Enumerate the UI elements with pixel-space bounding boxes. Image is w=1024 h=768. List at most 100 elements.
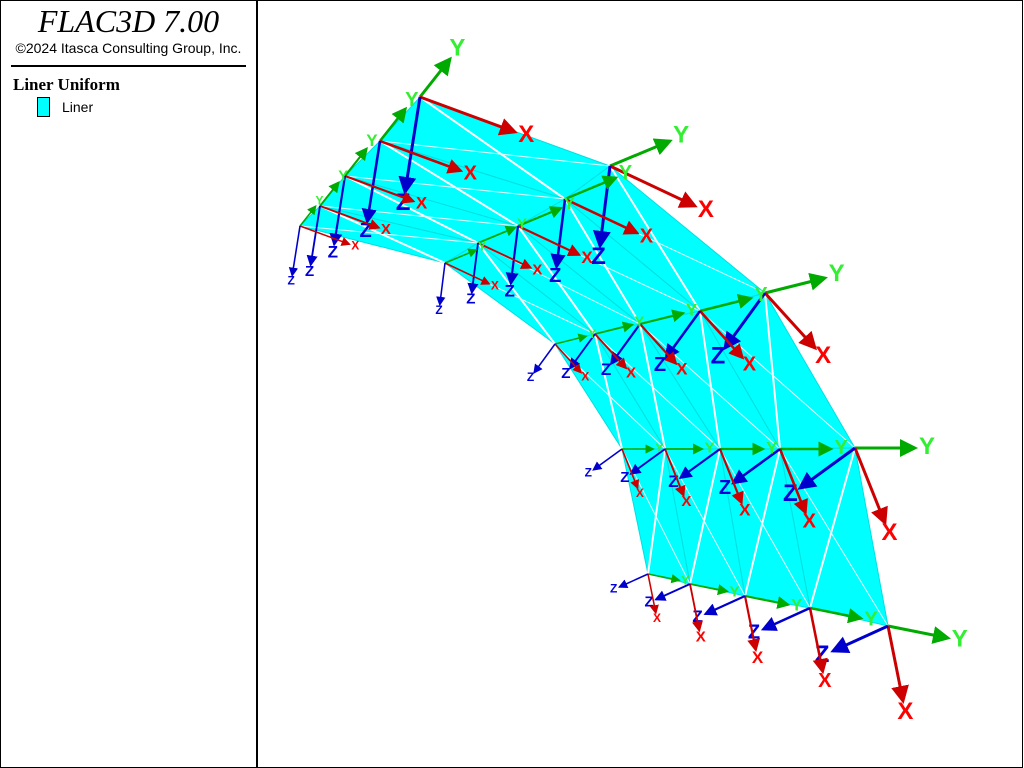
axis-label: Z — [561, 365, 570, 382]
axis-arrow — [564, 197, 640, 235]
axis-label: Z — [711, 343, 726, 370]
axis-arrow — [718, 448, 744, 506]
axis-label: X — [626, 364, 636, 381]
axis-arrow — [764, 272, 828, 295]
element-edge — [344, 175, 479, 244]
axis-label: X — [532, 262, 542, 279]
axis-label: X — [351, 238, 359, 252]
axis-arrow — [763, 291, 818, 351]
axis-label: Y — [729, 584, 739, 601]
element-edge — [319, 205, 519, 227]
axis-arrow — [830, 624, 889, 653]
axis-label: Z — [783, 480, 798, 507]
axis-arrow — [703, 595, 746, 616]
element-edge — [564, 198, 641, 325]
axis-label: Z — [549, 265, 561, 287]
axis-label: X — [636, 486, 644, 500]
axis-label: Z — [328, 242, 338, 261]
element-edge — [647, 448, 666, 575]
axis-label: Z — [396, 189, 411, 216]
element-edge — [319, 205, 446, 264]
axis-arrow — [564, 175, 619, 201]
axis-label: Y — [754, 284, 768, 306]
axis-label: Y — [864, 608, 878, 630]
axis-arrow — [517, 206, 564, 227]
axis-arrow — [621, 448, 640, 490]
axis-label: X — [581, 369, 589, 383]
axis-label: Z — [435, 303, 442, 317]
axis-arrow — [664, 310, 702, 360]
axis-arrow — [853, 447, 888, 526]
axis-arrow — [436, 262, 446, 307]
axis-arrow — [886, 625, 909, 704]
axis-arrow — [887, 624, 951, 644]
axis-label: Z — [288, 274, 295, 288]
element-edge — [299, 225, 479, 244]
axis-arrow — [592, 448, 623, 471]
legend-title: Liner Uniform — [13, 75, 120, 94]
axis-arrow — [594, 333, 628, 370]
axis-label: Y — [673, 121, 689, 148]
axis-label: X — [752, 648, 764, 667]
axis-label: X — [653, 611, 661, 625]
element-edge — [379, 140, 519, 227]
axis-label: Z — [505, 281, 515, 300]
axis-arrow — [647, 573, 681, 584]
axis-label: X — [681, 493, 691, 510]
axis-arrow — [319, 205, 381, 230]
axis-label: Y — [366, 131, 378, 150]
axis-label: X — [381, 221, 391, 238]
axis-label: Y — [835, 437, 849, 459]
axis-label: Z — [527, 370, 534, 384]
axis-arrow — [379, 139, 464, 174]
axis-label: Y — [919, 433, 935, 460]
element-edge — [664, 448, 746, 597]
element-edge — [744, 448, 781, 597]
axis-arrow — [639, 323, 678, 366]
element-edge — [594, 333, 623, 450]
axis-label: Z — [719, 477, 731, 499]
element-edge — [609, 165, 701, 312]
axis-label: Y — [952, 625, 968, 652]
axis-label: X — [739, 500, 751, 519]
axis-arrow — [744, 594, 791, 609]
axis-arrow — [664, 448, 686, 498]
axis-label: Z — [305, 263, 314, 280]
axis-label: X — [698, 196, 714, 223]
axis-label: Y — [686, 300, 698, 319]
axis-label: Y — [634, 314, 644, 331]
axis-label: Z — [591, 243, 606, 270]
axis-arrow — [689, 583, 703, 633]
axis-arrow — [299, 205, 317, 227]
axis-label: X — [640, 225, 654, 247]
axis-arrow — [699, 293, 754, 313]
axis-label: Y — [619, 162, 633, 184]
axis-arrow — [477, 242, 533, 269]
element-edge — [764, 292, 781, 450]
axis-label: X — [581, 248, 593, 267]
axis-arrow — [398, 96, 422, 195]
axis-arrow — [809, 606, 864, 624]
axis-arrow — [477, 225, 517, 244]
axis-label: X — [491, 279, 499, 293]
axis-arrow — [517, 225, 582, 257]
axis-arrow — [797, 446, 856, 490]
legend-swatch — [37, 97, 50, 117]
axis-label: Y — [564, 194, 576, 213]
legend-item: Liner — [37, 97, 256, 117]
side-panel: FLAC3D 7.00 ©2024 Itasca Consulting Grou… — [0, 0, 258, 768]
axis-label: Y — [478, 240, 486, 254]
axis-label: Y — [681, 574, 689, 588]
axis-label: X — [818, 670, 832, 692]
axis-label: X — [518, 121, 534, 148]
axis-label: Z — [585, 466, 592, 480]
title: FLAC3D 7.00 — [37, 3, 220, 39]
legend-label: Liner — [62, 99, 94, 115]
axis-label: Y — [829, 260, 845, 287]
axis-arrow — [554, 333, 588, 345]
axis-label: Y — [315, 193, 323, 207]
axis-label: Y — [338, 167, 348, 184]
axis-arrow — [361, 140, 382, 225]
axis-label: Y — [588, 327, 596, 341]
axis-label: Z — [645, 593, 654, 610]
